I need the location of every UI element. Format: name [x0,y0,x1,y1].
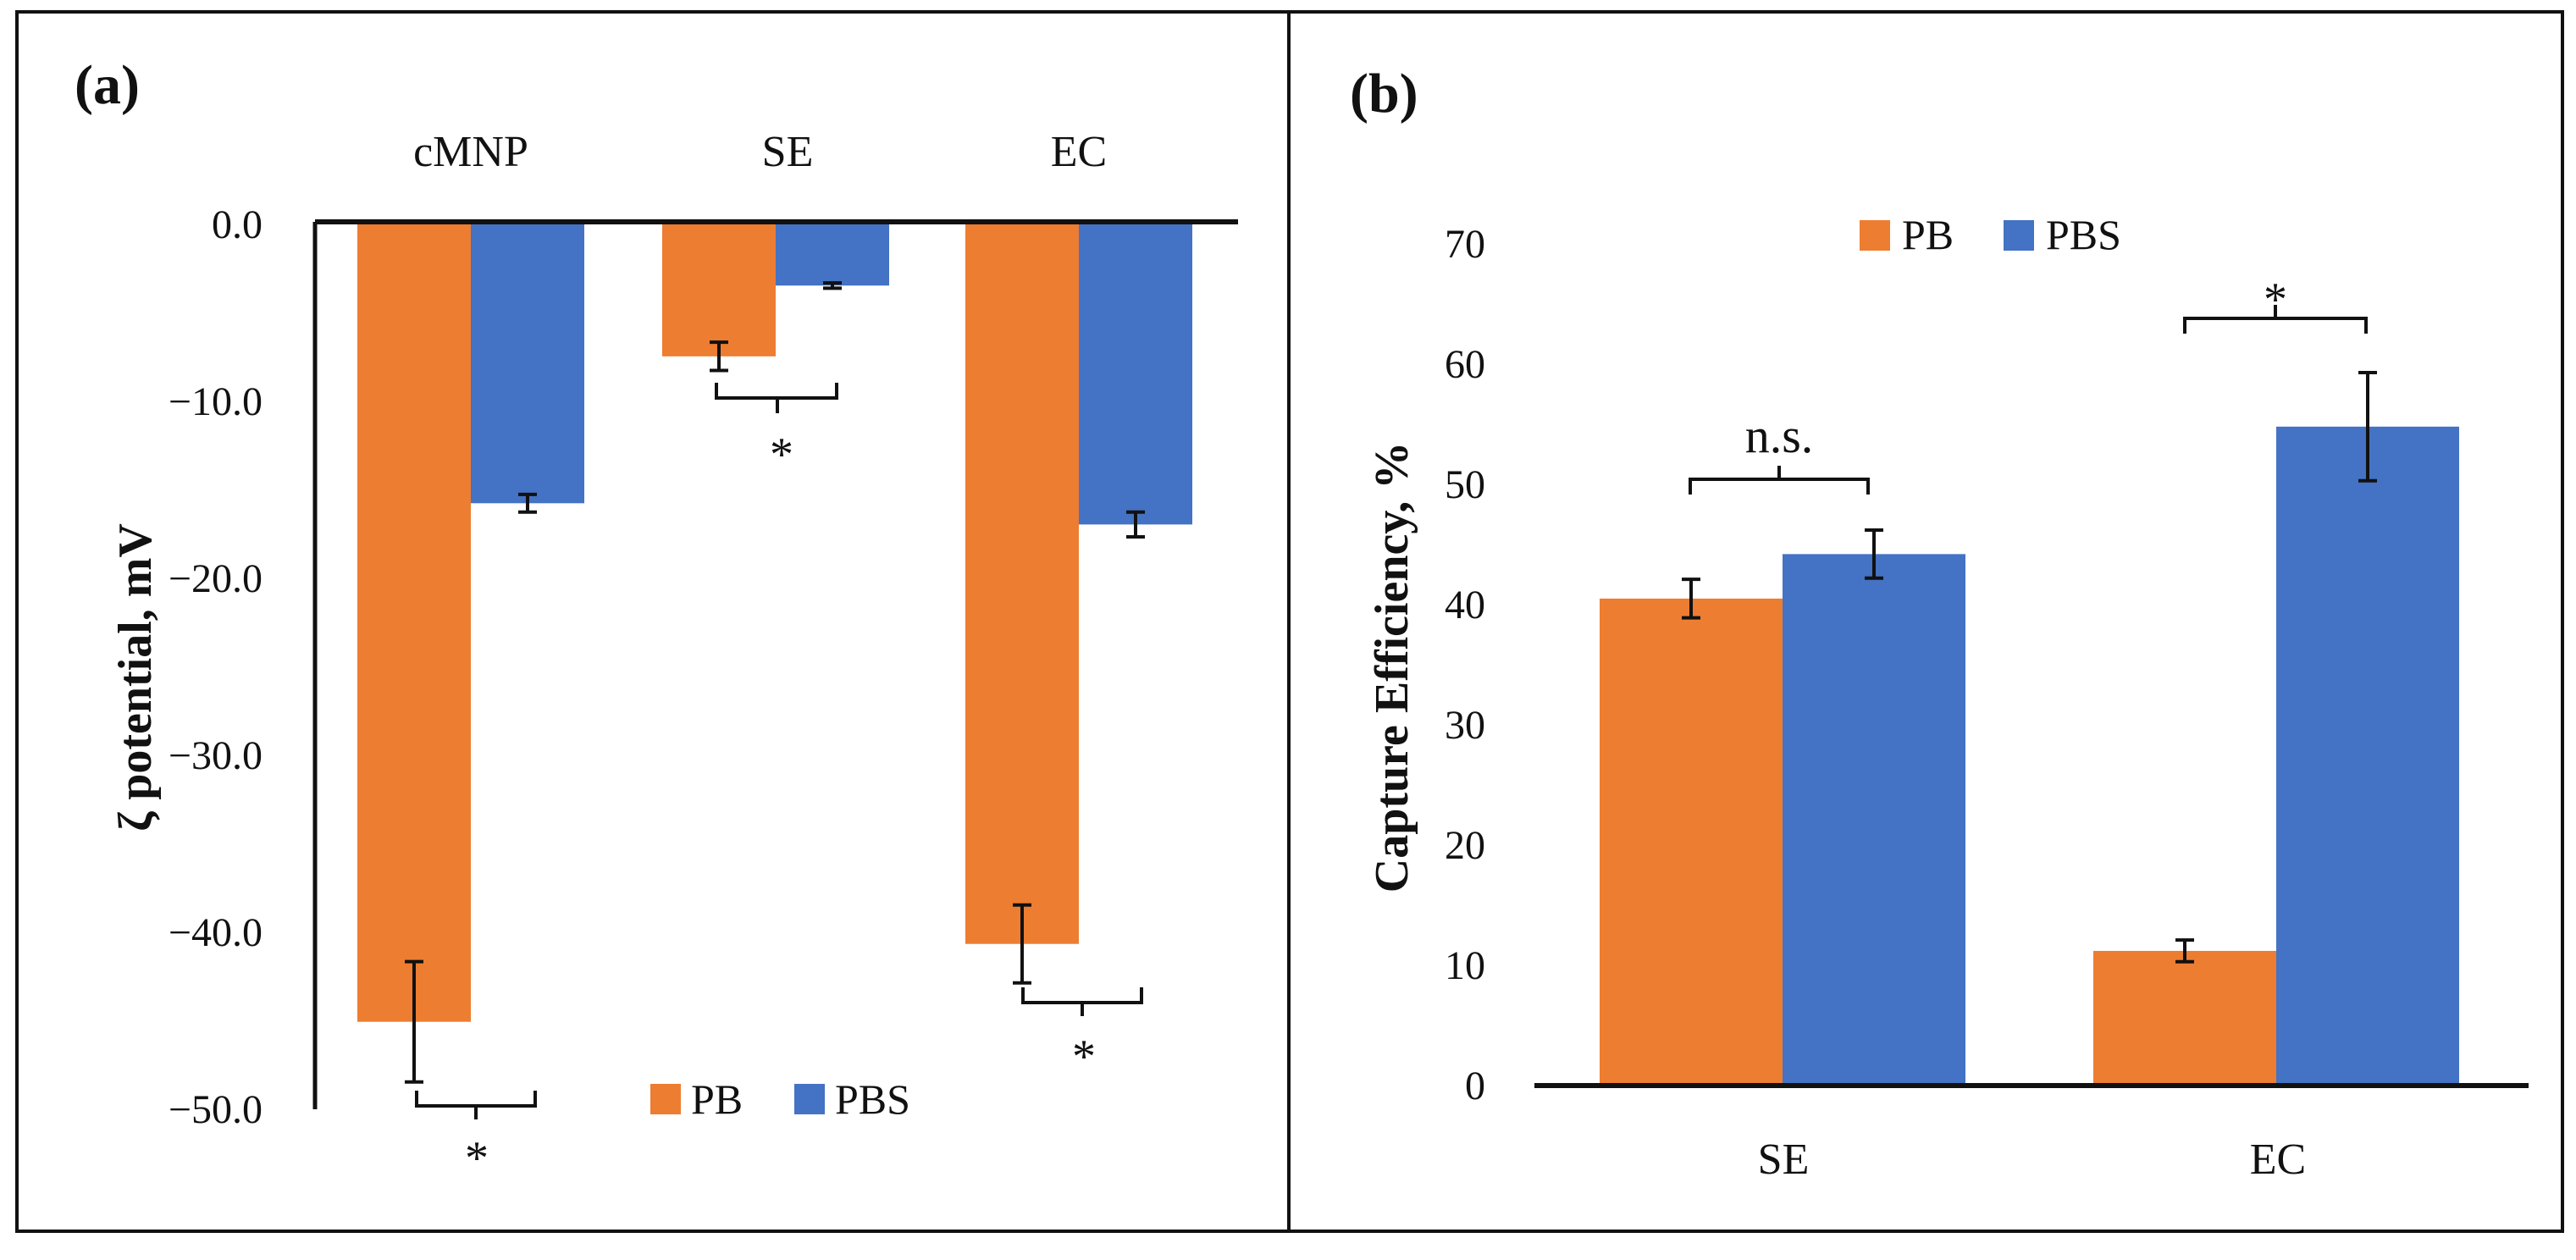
panel-b-bar-pb-se [1600,598,1783,1086]
panel-b-ytick-5: 50 [1445,462,1485,507]
panel-b-errorbar-pbs-ec [2358,370,2377,483]
panel-b-ytick-6: 60 [1445,342,1485,387]
panel-a-bar-pbs-ec [1079,222,1192,525]
panel-a-significance-bracket-se [715,383,838,413]
panel-a-significance-bracket-cmnp [415,1091,537,1119]
panel-a-bar-pb-cmnp [357,222,471,1022]
panel-b-ytick-1: 10 [1445,943,1485,988]
panel-b-significance-bracket-ec [2183,305,2368,334]
panel-a-category-ec: EC [1051,128,1107,176]
panel-a: (a) cMNP SE EC 0.0 −10.0 −20.0 −30.0 −40… [75,54,1238,1185]
panel-a-errorbar-pb-cmnp [405,959,423,1084]
panel-a-ytick-1: −10.0 [169,379,263,424]
panel-b-legend-pbs-label: PBS [2046,211,2121,258]
panel-a-ytick-4: −40.0 [169,910,263,955]
panel-b-significance-bracket-se [1689,466,1870,495]
panel-a-errorbar-pbs-cmnp [518,492,537,514]
panel-a-errorbar-pbs-ec [1126,510,1145,539]
panel-a-legend-pbs-label: PBS [835,1075,910,1123]
panel-a-significance-ec: * [1072,1031,1096,1083]
panel-a-category-se: SE [762,128,814,176]
panel-b-label: (b) [1350,63,1418,124]
panel-a-legend-pb-label: PB [691,1075,743,1123]
panel-b-ytick-2: 20 [1445,823,1485,868]
panel-a-bar-pbs-cmnp [471,222,584,504]
panel-b-ytick-3: 30 [1445,703,1485,748]
panel-a-errorbar-pb-ec [1013,903,1031,985]
panel-b-errorbar-pb-se [1682,578,1700,620]
panel-a-legend-pbs-swatch [794,1084,825,1114]
panel-a-ytick-2: −20.0 [169,556,263,601]
panel-a-errorbar-pb-se [710,340,728,373]
panel-b-frame [1287,10,2564,1233]
panel-b: (b) 0 10 20 30 40 50 60 70 Capture Effic… [1350,63,2529,1184]
panel-b-bar-pbs-se [1783,554,1965,1086]
panel-b-ytick-4: 40 [1445,583,1485,627]
panel-b-significance-ec: * [2264,274,2287,326]
panel-b-bar-pb-ec [2093,950,2276,1086]
panel-b-legend-pbs-swatch [2004,220,2034,251]
panel-a-errorbar-pbs-se [823,281,842,290]
panel-a-ytick-0: 0.0 [212,202,263,247]
panel-a-category-cmnp: cMNP [413,128,528,176]
panel-b-ytick-7: 70 [1445,222,1485,267]
panel-b-ylabel: Capture Efficiency, % [1366,442,1418,892]
panel-a-bar-pb-se [662,222,776,356]
panel-a-frame [15,10,1291,1233]
panel-b-ytick-0: 0 [1465,1064,1485,1108]
panel-a-significance-se: * [770,428,793,481]
panel-a-significance-cmnp: * [465,1132,489,1185]
panel-a-bar-pb-ec [965,222,1079,944]
panel-a-ytick-5: −50.0 [169,1087,263,1132]
panel-b-errorbar-pbs-se [1865,528,1883,580]
panel-a-significance-bracket-ec [1021,987,1143,1016]
panel-b-legend-pb-label: PB [1902,211,1954,258]
panel-b-errorbar-pb-ec [2175,938,2194,964]
panel-b-significance-se: n.s. [1745,408,1814,463]
panel-a-ylabel: ζ potential, mV [109,523,162,832]
panel-b-legend-pb-swatch [1860,220,1890,251]
panel-b-category-ec: EC [2250,1136,2306,1184]
panel-a-bar-pbs-se [776,222,889,286]
panel-a-ytick-3: −30.0 [169,733,263,778]
panel-b-bar-pbs-ec [2276,426,2459,1086]
panel-a-legend-pb-swatch [650,1084,681,1114]
panel-b-category-se: SE [1758,1136,1810,1184]
panel-a-label: (a) [75,54,140,116]
